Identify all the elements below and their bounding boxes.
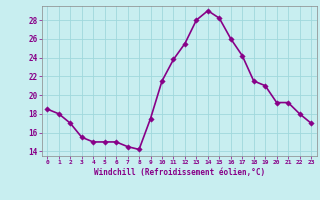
X-axis label: Windchill (Refroidissement éolien,°C): Windchill (Refroidissement éolien,°C) [94, 168, 265, 177]
